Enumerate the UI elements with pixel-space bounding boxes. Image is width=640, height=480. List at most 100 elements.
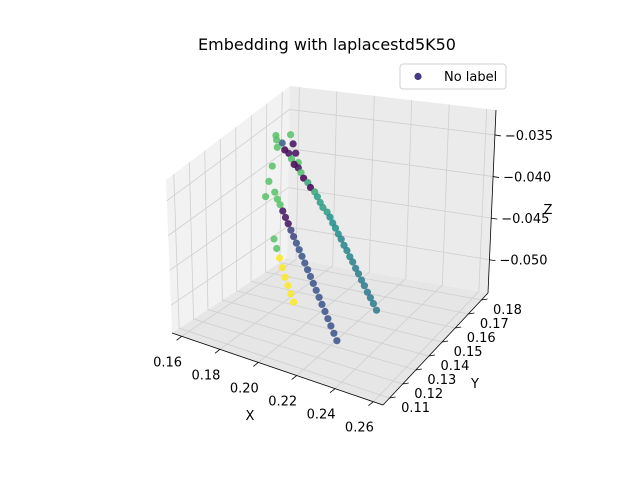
pane-left — [166, 86, 290, 333]
y-tick-label: 0.15 — [454, 345, 483, 360]
gridline-x — [181, 87, 300, 337]
gridline-x — [258, 95, 375, 363]
data-point — [337, 235, 345, 243]
data-point — [369, 300, 377, 308]
gridline-x — [296, 100, 413, 376]
x-tick — [368, 401, 374, 407]
z-tick-label: −0.050 — [499, 254, 547, 269]
data-point — [268, 162, 276, 170]
x-tick — [253, 362, 259, 367]
data-point — [271, 188, 279, 196]
x-tick-label: 0.24 — [307, 408, 336, 423]
y-tick — [415, 368, 422, 371]
y-tick-label: 0.12 — [414, 387, 443, 402]
data-point — [287, 226, 295, 234]
data-point — [290, 298, 298, 306]
data-point — [360, 282, 368, 290]
data-point — [284, 281, 292, 290]
data-points — [262, 131, 381, 345]
pane-back — [287, 86, 496, 293]
axis-ticks: 0.16 0.18 0.20 0.22 0.24 0.26 0.110.120.130.14… — [153, 129, 553, 436]
z-tick-label: −0.035 — [505, 129, 553, 144]
legend-box — [399, 63, 507, 90]
data-point — [289, 140, 297, 148]
data-point — [292, 239, 300, 247]
data-point — [281, 273, 289, 281]
data-point — [313, 193, 321, 201]
data-point — [330, 329, 338, 337]
z-axis-line — [487, 109, 497, 294]
x-tick-label: 0.20 — [230, 381, 259, 396]
data-point — [366, 294, 374, 302]
gridline-x — [373, 108, 488, 403]
y-tick — [455, 326, 462, 329]
data-point — [279, 207, 287, 215]
data-point — [275, 254, 284, 262]
gridline-x — [334, 104, 450, 389]
data-point — [343, 246, 351, 255]
gridline-z — [169, 187, 492, 271]
data-point — [298, 252, 306, 260]
y-tick — [389, 396, 396, 399]
data-point — [273, 244, 281, 253]
data-point — [372, 306, 381, 314]
y-tick-label: 0.11 — [401, 401, 430, 416]
z-tick-label: −0.045 — [501, 212, 549, 227]
data-point — [270, 235, 278, 243]
data-point — [262, 193, 270, 201]
y-tick — [402, 382, 409, 385]
y-axis-label: Y — [470, 377, 479, 392]
data-point — [354, 270, 363, 278]
z-tick-label: −0.040 — [503, 171, 551, 186]
y-tick — [468, 312, 475, 315]
data-point — [331, 224, 340, 232]
data-point — [295, 246, 303, 254]
data-point — [287, 155, 296, 163]
gridline-z — [166, 109, 495, 202]
x-axis-line — [171, 332, 384, 406]
data-point — [352, 264, 360, 272]
data-point — [306, 272, 315, 281]
x-tick — [176, 335, 182, 341]
y-tick-label: 0.16 — [467, 331, 496, 346]
y-tick — [481, 298, 488, 301]
gridline-y — [250, 115, 456, 329]
data-point — [297, 169, 305, 177]
z-tick — [494, 134, 501, 137]
data-point — [273, 143, 281, 151]
gridline-y — [188, 162, 403, 385]
axis-panes — [166, 86, 496, 405]
data-point — [265, 177, 273, 185]
x-tick — [214, 349, 221, 354]
y-tick-label: 0.14 — [440, 359, 469, 374]
data-point — [327, 322, 335, 330]
data-point — [292, 149, 300, 157]
data-point — [319, 203, 327, 212]
x-tick — [329, 388, 336, 393]
data-point — [284, 220, 292, 228]
gridline-y — [235, 127, 443, 343]
y-tick-label: 0.13 — [427, 373, 456, 388]
y-axis-line — [382, 292, 489, 406]
x-tick-label: 0.26 — [345, 421, 374, 436]
data-point — [315, 293, 323, 301]
data-point — [290, 233, 298, 241]
data-point — [333, 337, 341, 345]
z-axis-label: Z — [544, 203, 553, 218]
data-point — [363, 288, 371, 296]
y-tick-label: 0.17 — [480, 317, 509, 332]
y-tick — [428, 354, 436, 357]
data-point — [321, 307, 329, 316]
gridline-x — [219, 91, 338, 350]
data-point — [324, 315, 332, 323]
gridline-y — [265, 103, 469, 315]
gridline-z — [167, 148, 494, 236]
z-tick — [493, 176, 500, 178]
data-point — [312, 286, 320, 294]
data-point — [318, 300, 326, 308]
gridline-y — [173, 174, 390, 399]
x-tick-label: 0.16 — [153, 355, 182, 370]
data-point — [276, 201, 284, 209]
data-point — [285, 149, 293, 157]
